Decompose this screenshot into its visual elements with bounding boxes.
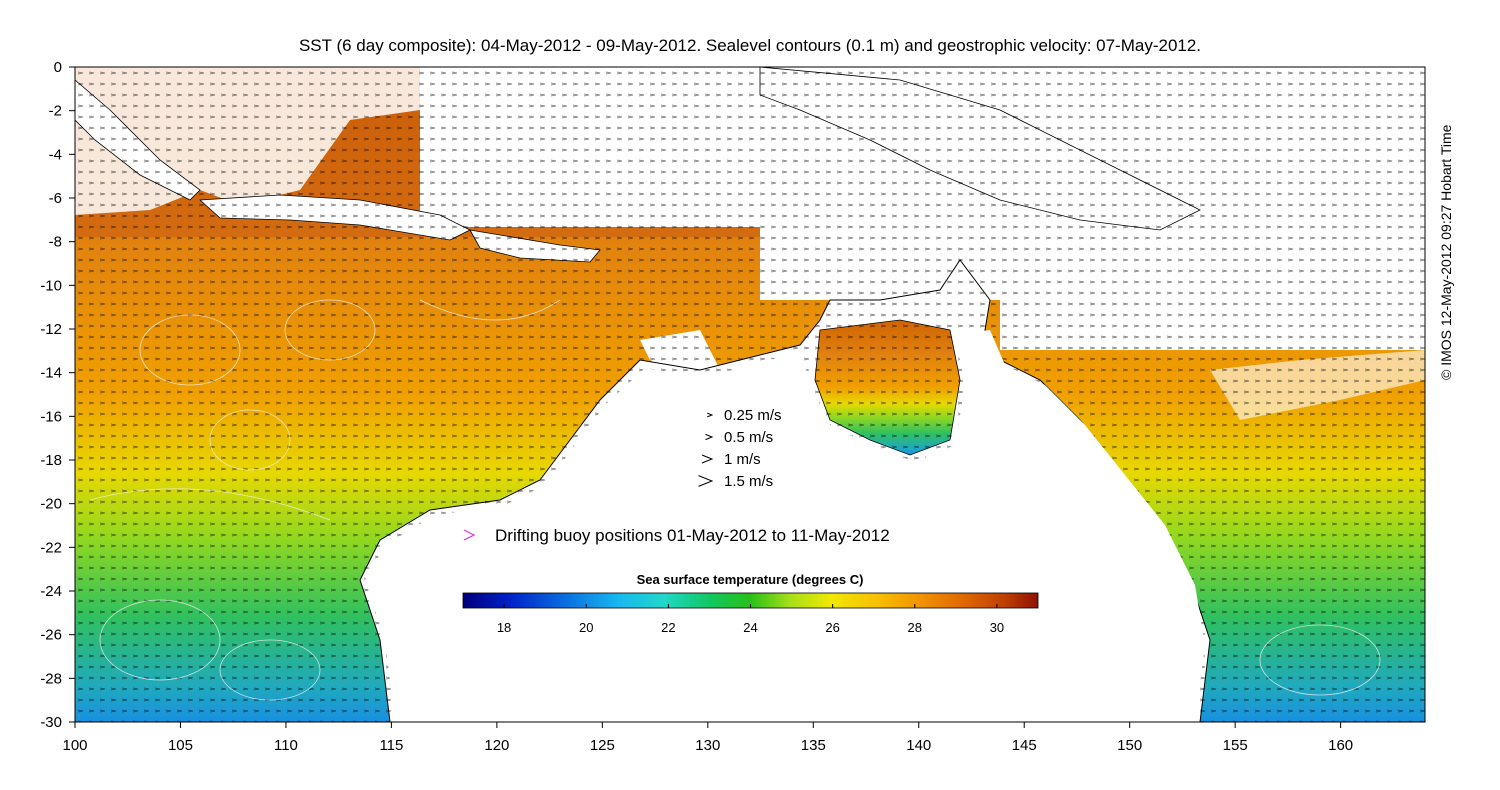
velocity-arrow-icon: [701, 454, 714, 464]
x-tick-label: 155: [1223, 737, 1248, 754]
y-tick-label: -12: [40, 321, 62, 338]
y-tick-label: -26: [40, 627, 62, 644]
y-tick-label: -16: [40, 408, 62, 425]
y-axis: 0 -2 -4 -6 -8 -10 -12 -14 -16 -18 -20 -22 -24 -26 -28 -…: [40, 59, 75, 731]
x-axis: 100 105 110 115 120 125 130 135 140 145 150 155 160: [62, 722, 1353, 754]
x-tick-label: 140: [906, 737, 931, 754]
map-title: SST (6 day composite): 04-May-2012 - 09-…: [298, 36, 1202, 55]
y-tick-label: -30: [40, 714, 62, 731]
y-tick-label: -24: [40, 583, 62, 600]
x-tick-label: 110: [274, 737, 298, 754]
x-tick-label: 115: [379, 737, 403, 754]
velocity-legend: 0.25 m/s 0.5 m/s 1 m/s 1.5 m/s: [698, 407, 782, 490]
y-tick-label: -2: [49, 103, 62, 120]
y-tick-label: -10: [40, 277, 62, 294]
y-tick-label: -6: [49, 190, 62, 207]
colorbar-tick-label: 20: [579, 620, 593, 635]
y-tick-label: -18: [40, 452, 62, 469]
y-tick-label: 0: [54, 59, 62, 76]
x-tick-label: 125: [590, 737, 615, 754]
colorbar-tick-label: 24: [743, 620, 757, 635]
x-tick-label: 145: [1012, 737, 1037, 754]
velocity-legend-label: 0.25 m/s: [724, 407, 782, 424]
velocity-arrow-icon: [707, 412, 714, 418]
colorbar-ticks: 18 20 22 24 26 28 30: [497, 604, 1004, 635]
y-tick-label: -8: [49, 234, 62, 251]
buoy-marker-icon: [463, 529, 476, 541]
y-tick-label: -14: [40, 365, 62, 382]
colorbar: Sea surface temperature (degrees C) 18 20…: [462, 572, 1039, 635]
y-tick-label: -22: [40, 539, 62, 556]
colorbar-title: Sea surface temperature (degrees C): [637, 572, 864, 587]
x-tick-label: 105: [168, 737, 193, 754]
velocity-legend-label: 1.5 m/s: [724, 473, 773, 490]
buoy-legend: Drifting buoy positions 01-May-2012 to 1…: [463, 526, 890, 545]
x-tick-label: 120: [484, 737, 509, 754]
x-tick-label: 100: [62, 737, 87, 754]
colorbar-tick-label: 30: [990, 620, 1004, 635]
y-tick-label: -28: [40, 670, 62, 687]
velocity-arrow-icon: [698, 475, 714, 487]
buoy-legend-label: Drifting buoy positions 01-May-2012 to 1…: [495, 526, 890, 545]
colorbar-tick-label: 28: [908, 620, 922, 635]
y-tick-label: -4: [49, 146, 62, 163]
velocity-arrow-icon: [705, 433, 714, 441]
x-tick-label: 160: [1328, 737, 1353, 754]
colorbar-tick-label: 26: [825, 620, 839, 635]
colorbar-tick-label: 22: [661, 620, 675, 635]
plot-frame: [74, 66, 1426, 723]
x-tick-label: 135: [801, 737, 826, 754]
y-tick-label: -20: [40, 496, 62, 513]
x-tick-label: 150: [1117, 737, 1142, 754]
sealevel-contours: [89, 299, 1381, 701]
colorbar-tick-label: 18: [497, 620, 511, 635]
credit-line: © IMOS 12-May-2012 09:27 Hobart Time: [1438, 124, 1454, 380]
velocity-legend-label: 1 m/s: [724, 451, 761, 468]
x-tick-label: 130: [695, 737, 720, 754]
velocity-legend-label: 0.5 m/s: [724, 429, 773, 446]
map-plot-area: [75, 67, 1425, 722]
